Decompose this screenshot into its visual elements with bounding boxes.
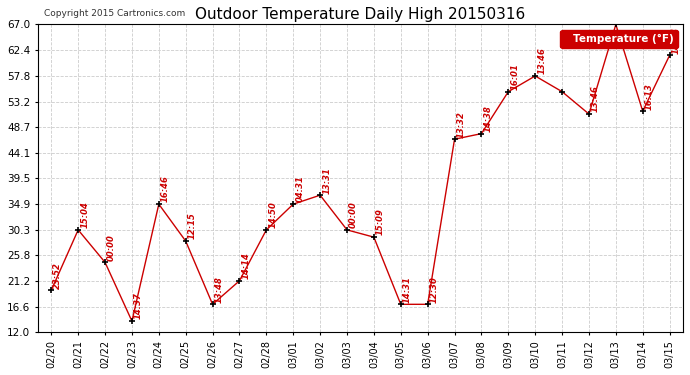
Text: 14:38: 14:38 xyxy=(484,105,493,132)
Text: 04:31: 04:31 xyxy=(295,176,304,202)
Text: Copyright 2015 Cartronics.com: Copyright 2015 Cartronics.com xyxy=(44,9,186,18)
Text: 13:31: 13:31 xyxy=(322,166,331,194)
Text: 14:14: 14:14 xyxy=(241,252,250,279)
Text: 12:15: 12:15 xyxy=(188,213,197,239)
Text: 13:46: 13:46 xyxy=(538,47,546,74)
Title: Outdoor Temperature Daily High 20150316: Outdoor Temperature Daily High 20150316 xyxy=(195,7,526,22)
Text: 14:50: 14:50 xyxy=(268,201,277,228)
Text: 15:09: 15:09 xyxy=(376,209,385,236)
Legend: Temperature (°F): Temperature (°F) xyxy=(560,30,678,48)
Text: 14:37: 14:37 xyxy=(134,292,143,320)
Text: 15:04: 15:04 xyxy=(80,201,89,228)
Text: 23:52: 23:52 xyxy=(53,262,62,289)
Text: 00:00: 00:00 xyxy=(349,201,358,228)
Text: 16:01: 16:01 xyxy=(511,63,520,90)
Text: 14:31: 14:31 xyxy=(403,276,412,303)
Text: 16:46: 16:46 xyxy=(161,176,170,202)
Text: 13:46: 13:46 xyxy=(591,86,600,112)
Text: 16:13: 16:13 xyxy=(645,82,654,110)
Text: 13:48: 13:48 xyxy=(215,276,224,303)
Text: 00:00: 00:00 xyxy=(107,234,116,261)
Text: 13:32: 13:32 xyxy=(457,111,466,138)
Text: 12:30: 12:30 xyxy=(430,276,439,303)
Text: 14:56: 14:56 xyxy=(672,27,681,54)
